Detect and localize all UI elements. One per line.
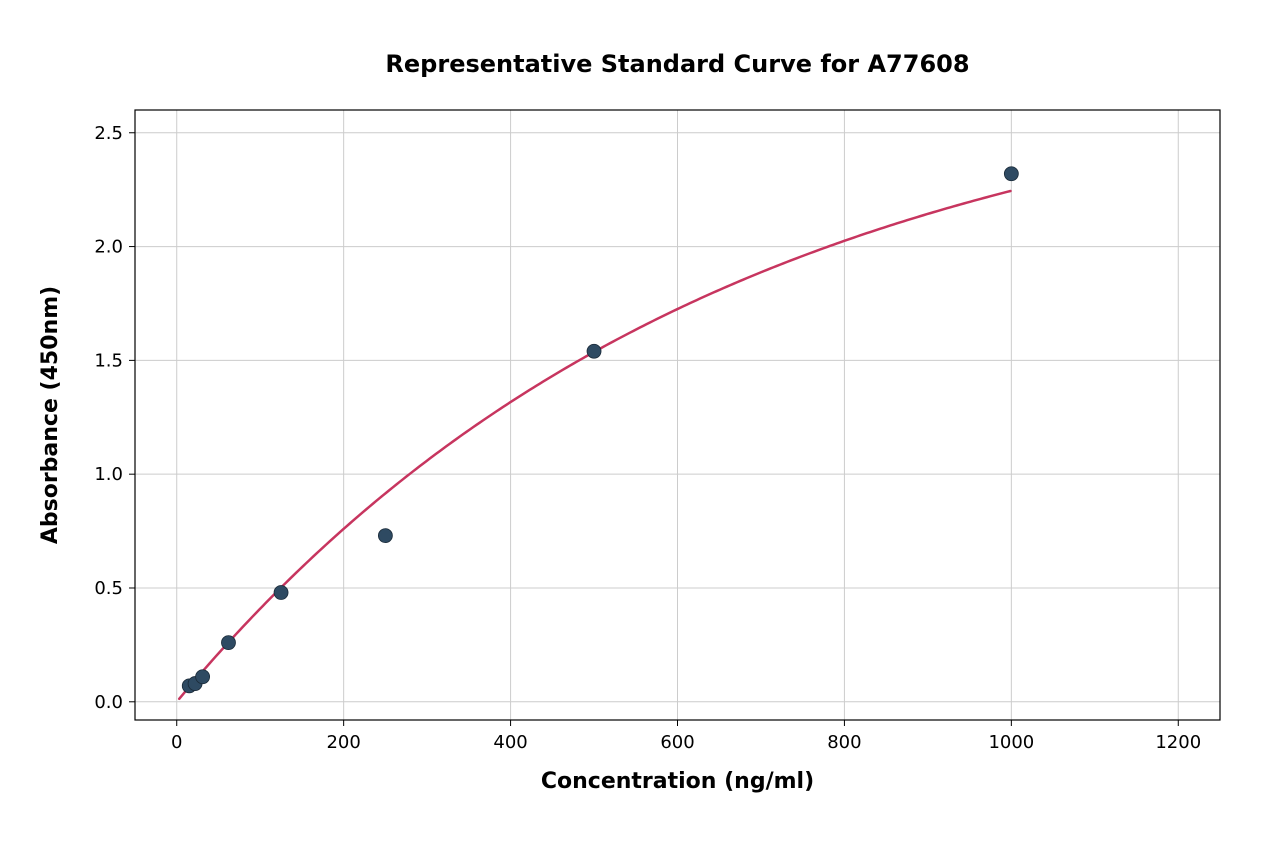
x-tick-label: 400 (493, 732, 527, 753)
x-axis-label: Concentration (ng/ml) (541, 769, 814, 794)
data-point (196, 670, 210, 684)
x-tick-label: 200 (326, 732, 360, 753)
x-tick-label: 1000 (988, 732, 1034, 753)
x-tick-label: 0 (171, 732, 182, 753)
data-point (274, 586, 288, 600)
x-tick-label: 600 (660, 732, 694, 753)
data-point (378, 529, 392, 543)
standard-curve-chart: 0 200 400 600 800 1000 1200 0.0 0.5 1.0 1.5 2.0 2.5 R… (0, 0, 1280, 845)
chart-title: Representative Standard Curve for A77608 (385, 50, 969, 78)
y-tick-label: 0.0 (94, 692, 123, 713)
y-tick-label: 1.5 (94, 350, 123, 371)
data-point (587, 344, 601, 358)
x-tick-label: 800 (827, 732, 861, 753)
data-point (1004, 167, 1018, 181)
y-tick-label: 2.0 (94, 237, 123, 258)
y-tick-label: 2.5 (94, 123, 123, 144)
y-tick-label: 0.5 (94, 578, 123, 599)
chart-container: 0 200 400 600 800 1000 1200 0.0 0.5 1.0 1.5 2.0 2.5 R… (0, 0, 1280, 845)
y-tick-label: 1.0 (94, 464, 123, 485)
y-axis-label: Absorbance (450nm) (38, 286, 63, 544)
data-point (221, 636, 235, 650)
x-tick-label: 1200 (1155, 732, 1201, 753)
